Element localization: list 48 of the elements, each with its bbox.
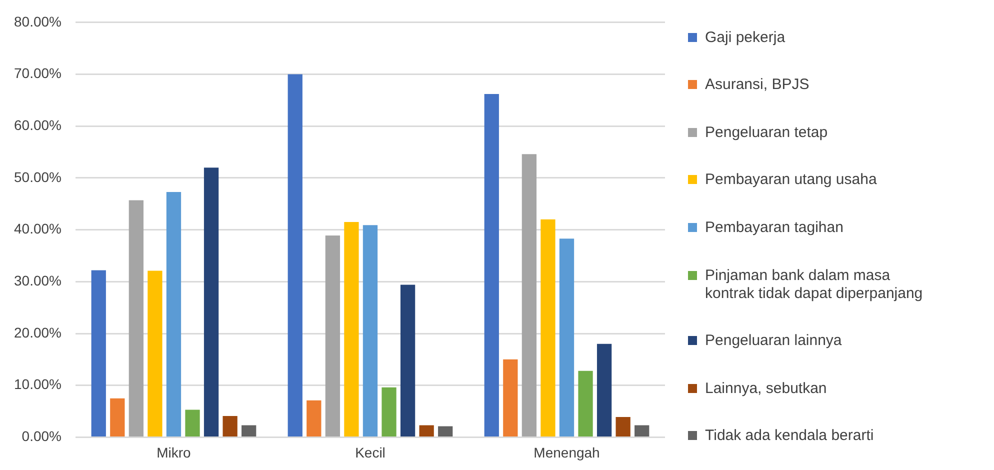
y-tick-label: 0.00% (22, 428, 62, 444)
bar (128, 200, 144, 436)
legend-label: Pembayaran utang usaha (705, 171, 878, 190)
y-tick-label: 80.00% (14, 13, 62, 30)
bar (559, 238, 574, 436)
legend-label: Lainnya, sebutkan (705, 380, 828, 398)
bar (596, 344, 612, 436)
legend-label: Asuransi, BPJS (705, 76, 810, 94)
bar (166, 192, 182, 436)
bar (382, 387, 396, 436)
y-tick-label: 50.00% (14, 168, 62, 185)
y-tick-label: 60.00% (14, 116, 62, 133)
bar (522, 154, 537, 436)
bar (306, 400, 322, 436)
legend-label: Tidak ada kendala berarti (705, 427, 875, 446)
legend-label: Pinjaman bank dalam masa kontrak tidak dapat diperpanjang (705, 266, 924, 302)
bar (204, 168, 219, 436)
bar (148, 270, 162, 436)
bar (222, 416, 238, 436)
bar (400, 284, 416, 436)
bar (91, 270, 106, 436)
bar (438, 426, 453, 436)
y-tick-label: 40.00% (14, 220, 62, 237)
bar (344, 222, 359, 436)
legend-label: Pengeluaran tetap (705, 124, 829, 142)
bar (242, 425, 256, 436)
bar (185, 410, 200, 436)
y-tick-label: 10.00% (14, 376, 62, 392)
y-tick-label: 70.00% (14, 65, 62, 82)
x-tick-label: Kecil (355, 444, 386, 460)
legend-label: Pembayaran tagihan (705, 218, 844, 237)
x-tick-label: Mikro (156, 444, 192, 460)
bar (634, 425, 650, 436)
bar (616, 416, 630, 436)
legend-label: Pengeluaran lainnya (705, 332, 843, 350)
bar (325, 236, 340, 436)
bar (578, 370, 593, 436)
bar (419, 425, 434, 436)
bar (362, 225, 378, 436)
bar (484, 94, 499, 436)
bar (503, 359, 518, 436)
legend-label: Gaji pekerja (705, 28, 786, 47)
y-tick-label: 20.00% (14, 324, 62, 340)
bar (110, 398, 125, 436)
x-tick-label: Menengah (534, 444, 600, 460)
bar (540, 219, 556, 436)
y-tick-label: 30.00% (14, 272, 62, 289)
bar (288, 74, 302, 436)
